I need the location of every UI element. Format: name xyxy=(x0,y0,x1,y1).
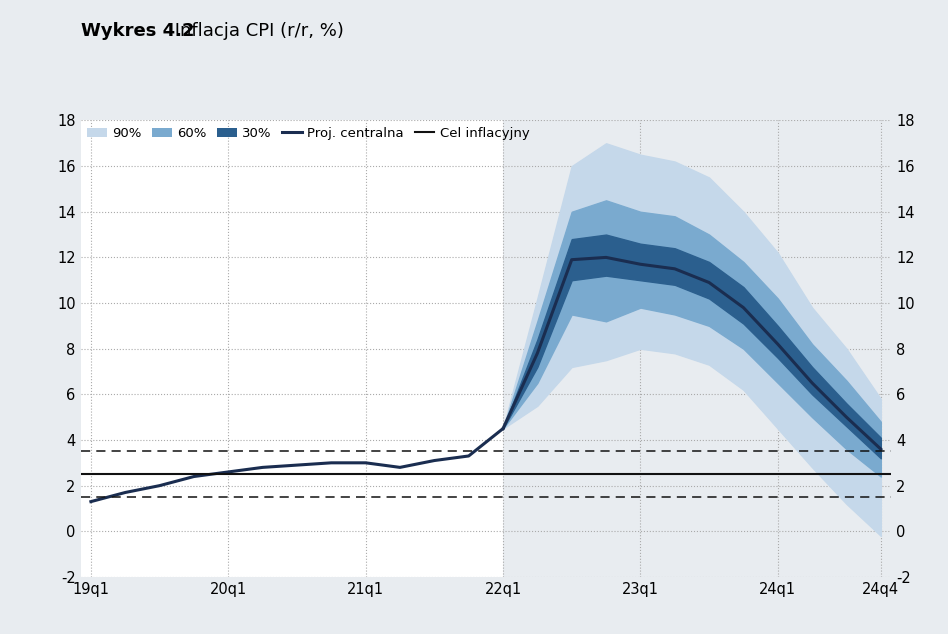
Text: Inflacja CPI (r/r, %): Inflacja CPI (r/r, %) xyxy=(169,22,343,40)
Text: Wykres 4.2: Wykres 4.2 xyxy=(81,22,194,40)
Legend: 90%, 60%, 30%, Proj. centralna, Cel inflacyjny: 90%, 60%, 30%, Proj. centralna, Cel infl… xyxy=(87,127,529,140)
Bar xyxy=(503,120,898,577)
